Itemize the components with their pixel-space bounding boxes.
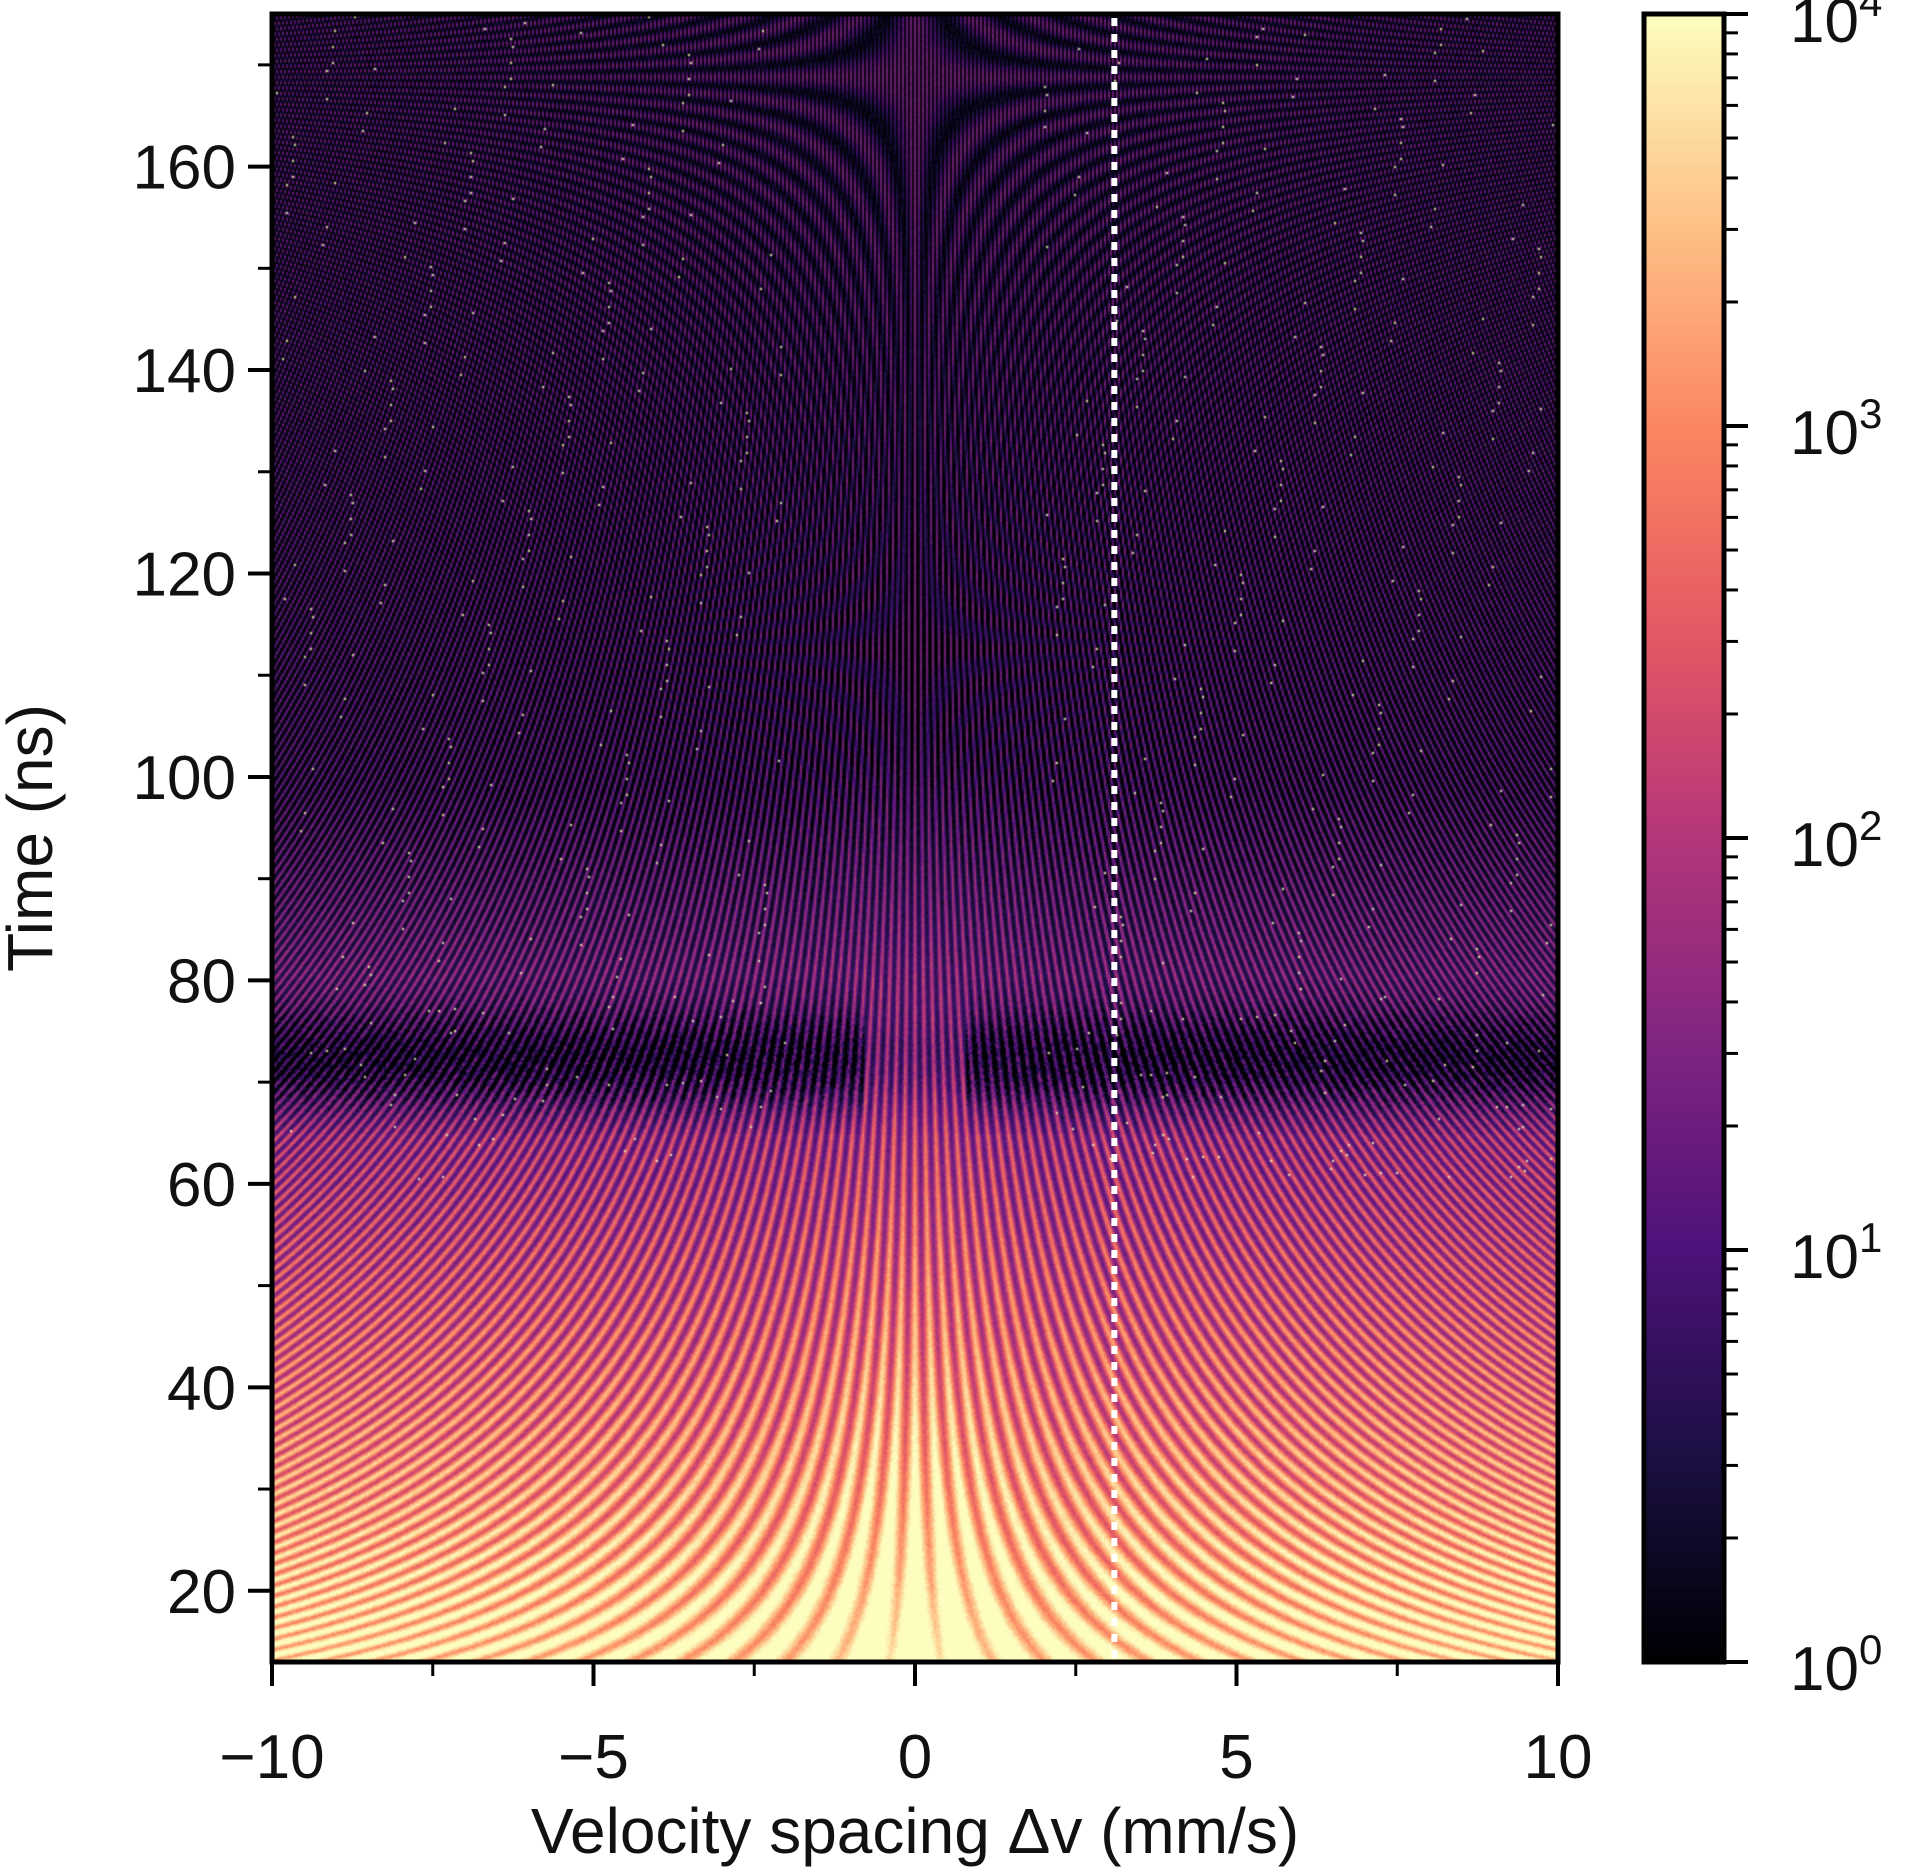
y-axis-ticks: 20 40 60 80 100 120 140 160 — [133, 63, 272, 1627]
y-tick-label: 100 — [133, 744, 236, 813]
y-tick-label: 80 — [167, 947, 236, 1016]
colorbar-gradient — [1644, 14, 1724, 1662]
colorbar-tick-label: 102 — [1790, 802, 1882, 880]
y-tick-label: 160 — [133, 134, 236, 203]
y-axis-label: Time (ns) — [0, 704, 66, 972]
colorbar-ticks: 100 101 102 103 104 — [1724, 0, 1882, 1704]
x-axis-label: Velocity spacing Δv (mm/s) — [531, 1795, 1299, 1867]
colorbar-tick-label: 100 — [1790, 1626, 1882, 1704]
x-tick-label: 5 — [1219, 1723, 1253, 1792]
x-tick-label: −5 — [558, 1723, 629, 1792]
colorbar-tick-label: 104 — [1790, 0, 1882, 56]
y-tick-label: 60 — [167, 1151, 236, 1220]
colorbar-tick-label: 103 — [1790, 390, 1882, 468]
x-tick-label: 10 — [1524, 1723, 1593, 1792]
heatmap-image — [272, 14, 1558, 1662]
y-tick-label: 40 — [167, 1354, 236, 1423]
colorbar-tick-label: 101 — [1790, 1214, 1882, 1292]
y-tick-label: 20 — [167, 1558, 236, 1627]
x-tick-label: −10 — [219, 1723, 324, 1792]
x-tick-label: 0 — [898, 1723, 932, 1792]
x-axis-ticks: −10 −5 0 5 10 — [219, 1662, 1592, 1792]
y-tick-label: 120 — [133, 541, 236, 610]
y-tick-label: 140 — [133, 337, 236, 406]
